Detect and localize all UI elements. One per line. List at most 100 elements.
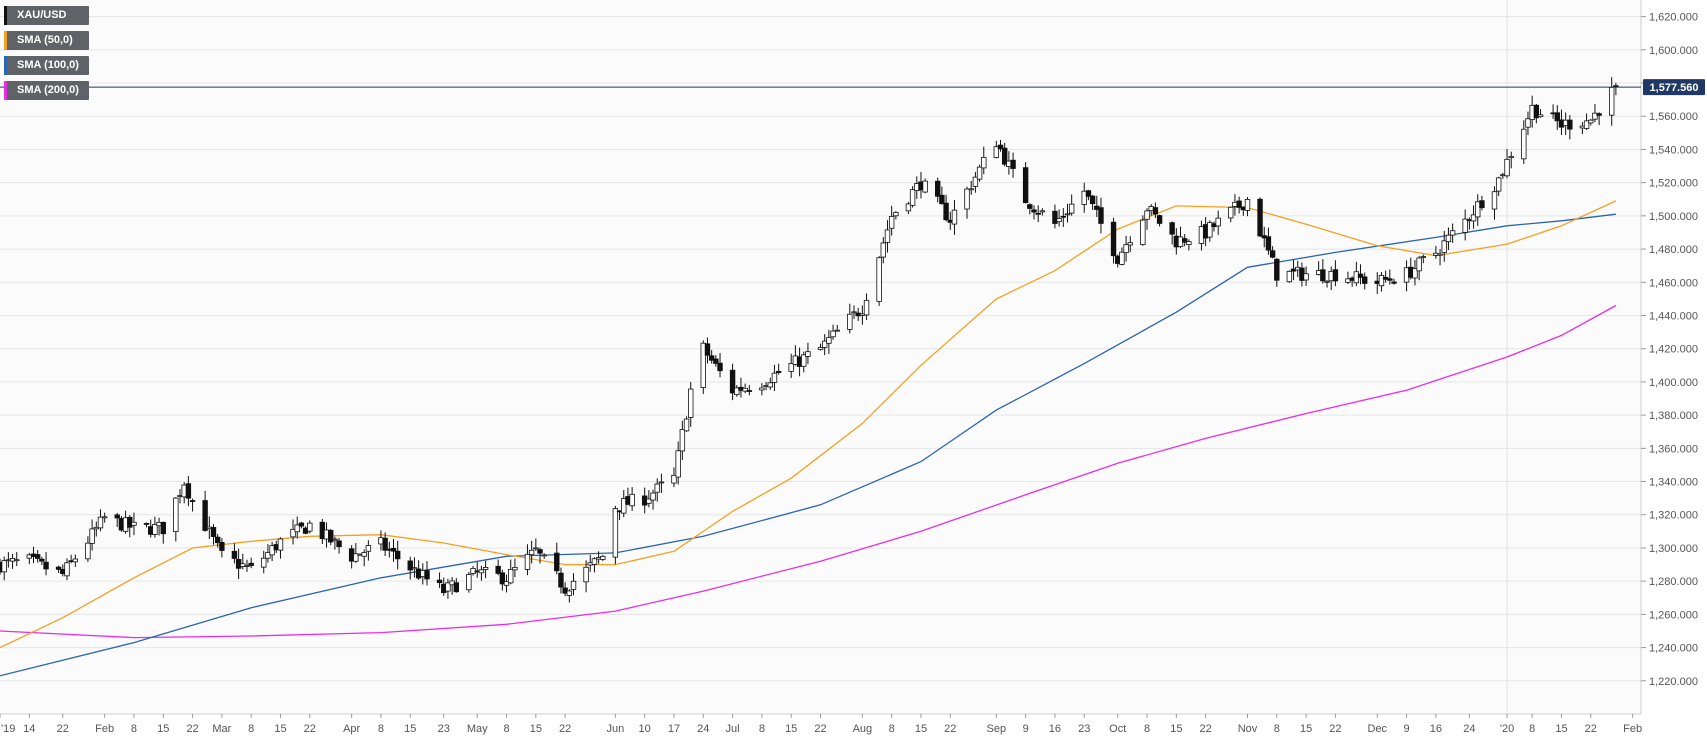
x-tick-label: 9 bbox=[1023, 723, 1029, 735]
y-tick-label: 1,440.000 bbox=[1649, 310, 1698, 322]
y-tick-label: 1,500.000 bbox=[1649, 211, 1698, 223]
x-tick-label: '20 bbox=[1500, 723, 1514, 735]
x-tick-label: Oct bbox=[1109, 723, 1126, 735]
x-tick-label: 8 bbox=[1274, 723, 1280, 735]
candle-body bbox=[1001, 147, 1008, 165]
candle-body bbox=[880, 242, 886, 258]
candle-body bbox=[713, 358, 719, 364]
candle-body bbox=[202, 500, 208, 531]
candle-body bbox=[717, 362, 723, 372]
candle-body bbox=[533, 547, 539, 550]
candle-body bbox=[503, 581, 510, 586]
candle-body bbox=[1596, 113, 1602, 116]
candle-body bbox=[1592, 112, 1598, 120]
x-tick-label: Feb bbox=[95, 723, 114, 735]
candle-body bbox=[290, 528, 296, 538]
candle-body bbox=[277, 538, 284, 551]
candle-body bbox=[1588, 119, 1594, 124]
y-tick-label: 1,240.000 bbox=[1649, 643, 1698, 655]
candle-body bbox=[332, 538, 338, 541]
candle-body bbox=[541, 554, 547, 557]
candle-body bbox=[466, 574, 472, 591]
x-axis: '19 14 22 Feb 8 15 22 Mar 8 15 22 Apr 8 15 23 May 8 15 22 J… bbox=[0, 714, 1642, 735]
x-tick-label: Jul bbox=[726, 723, 740, 735]
y-tick-label: 1,600.000 bbox=[1649, 45, 1698, 57]
candle-body bbox=[775, 370, 782, 373]
y-tick-label: 1,400.000 bbox=[1649, 377, 1698, 389]
candle-body bbox=[863, 299, 870, 316]
candle-body bbox=[688, 388, 694, 418]
x-tick-label: 16 bbox=[1430, 723, 1442, 735]
candle-body bbox=[759, 387, 765, 391]
candle-body bbox=[1479, 200, 1485, 209]
candle-body bbox=[1169, 222, 1175, 235]
legend-item-sma-50[interactable]: SMA (50,0) bbox=[4, 31, 89, 50]
x-tick-label: 15 bbox=[785, 723, 797, 735]
candle-body bbox=[1110, 221, 1117, 257]
candle-body bbox=[478, 569, 485, 574]
x-tick-label: 8 bbox=[131, 723, 137, 735]
legend-item-sma-200[interactable]: SMA (200,0) bbox=[4, 81, 89, 100]
candle-body bbox=[1324, 280, 1330, 283]
candle-body bbox=[1504, 158, 1510, 177]
x-tick-label: Aug bbox=[853, 723, 873, 735]
candle-body bbox=[1039, 210, 1046, 213]
candle-body bbox=[1462, 218, 1468, 233]
candle-body bbox=[554, 552, 560, 572]
candle-body bbox=[173, 497, 179, 533]
candle-body bbox=[876, 257, 882, 302]
candle-body bbox=[981, 156, 987, 169]
y-tick-label: 1,340.000 bbox=[1649, 477, 1698, 489]
legend-item-xauusd[interactable]: XAU/USD bbox=[4, 6, 89, 25]
candle-body bbox=[654, 483, 660, 493]
candle-body bbox=[328, 529, 334, 543]
candle-body bbox=[708, 355, 715, 361]
last-price-label: 1,577.560 bbox=[1650, 82, 1699, 94]
candle-body bbox=[1081, 190, 1087, 205]
candle-body bbox=[1491, 191, 1498, 210]
y-tick-label: 1,560.000 bbox=[1649, 111, 1698, 123]
candle-body bbox=[508, 568, 514, 584]
candle-body bbox=[353, 553, 359, 562]
y-tick-label: 1,620.000 bbox=[1649, 12, 1698, 24]
legend-item-sma-100[interactable]: SMA (100,0) bbox=[4, 56, 89, 75]
y-axis: 1,220.000 1,240.000 1,260.000 1,280.000 1,30… bbox=[1641, 12, 1698, 688]
candle-body bbox=[482, 567, 489, 570]
last-price-line-group: 1,577.560 bbox=[0, 79, 1705, 96]
candle-body bbox=[600, 555, 606, 560]
candle-body bbox=[411, 567, 418, 570]
candle-body bbox=[1010, 159, 1016, 169]
candle-body bbox=[298, 522, 305, 527]
candle-body bbox=[742, 387, 748, 392]
x-tick-label: 23 bbox=[438, 723, 450, 735]
candle-body bbox=[1228, 206, 1234, 219]
legend-swatch-sma-50 bbox=[4, 31, 7, 50]
candle-body bbox=[407, 560, 413, 571]
candle-body bbox=[801, 354, 807, 367]
candle-body bbox=[55, 566, 62, 570]
candle-body bbox=[1320, 269, 1326, 282]
candle-body bbox=[394, 550, 401, 560]
legend-label-sma-50: SMA (50,0) bbox=[17, 34, 73, 46]
x-tick-label: 15 bbox=[274, 723, 286, 735]
candle-body bbox=[294, 524, 300, 533]
x-tick-label: 15 bbox=[915, 723, 927, 735]
y-tick-label: 1,520.000 bbox=[1649, 178, 1698, 190]
legend-swatch-sma-200 bbox=[4, 81, 7, 100]
grid-lines bbox=[0, 0, 1641, 714]
sma-200-line bbox=[0, 304, 1617, 639]
candle-body bbox=[905, 203, 912, 212]
candle-body bbox=[528, 549, 535, 556]
candle-body bbox=[972, 176, 979, 187]
x-tick-label: 8 bbox=[248, 723, 254, 735]
x-tick-label: 15 bbox=[1300, 723, 1312, 735]
candle-body bbox=[445, 582, 451, 592]
last-price-label-box bbox=[1643, 79, 1705, 96]
candle-body bbox=[1244, 198, 1251, 211]
y-tick-label: 1,480.000 bbox=[1649, 244, 1698, 256]
candle-body bbox=[231, 550, 238, 559]
x-tick-label: 8 bbox=[759, 723, 765, 735]
candle-body bbox=[1533, 104, 1540, 119]
